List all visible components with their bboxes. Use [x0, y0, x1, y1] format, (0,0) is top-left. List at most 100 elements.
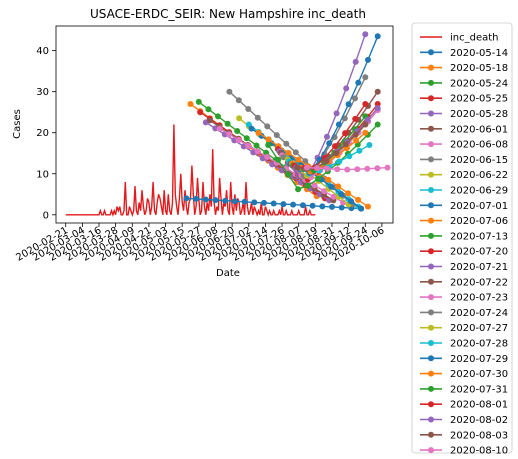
legend-label: 2020-05-24: [450, 78, 508, 89]
series-point: [234, 128, 241, 134]
plot-frame: [55, 25, 394, 224]
legend-entry-2020-07-23: 2020-07-23: [420, 293, 508, 304]
series-point: [325, 176, 332, 183]
series-point: [355, 79, 362, 86]
series-point: [355, 196, 362, 203]
y-tick-label: 20: [36, 128, 49, 139]
legend-marker: [428, 110, 434, 117]
legend-entry-2020-07-20: 2020-07-20: [420, 247, 508, 258]
legend-label: 2020-07-23: [450, 293, 508, 304]
legend-marker: [428, 324, 434, 331]
series-point: [235, 137, 242, 143]
series-point: [326, 140, 333, 147]
legend-entry-2020-07-21: 2020-07-21: [420, 262, 508, 273]
y-tick-label: 40: [36, 46, 49, 57]
legend-label: 2020-06-15: [450, 155, 508, 166]
y-tick-label: 0: [43, 210, 49, 221]
series-point: [183, 195, 190, 202]
series-point: [226, 131, 233, 138]
legend-label: inc_death: [450, 33, 499, 44]
legend-entry-2020-07-31: 2020-07-31: [420, 384, 508, 395]
series-point: [315, 175, 321, 182]
series-point: [245, 142, 252, 149]
series-point: [343, 85, 350, 92]
y-axis-title: Cases: [12, 109, 23, 139]
legend: inc_death 2020-05-14 2020-05-18 2020-05-24 2…: [411, 22, 513, 457]
series-point: [193, 195, 200, 202]
legend-entry-2020-05-14: 2020-05-14: [420, 48, 508, 59]
series-point: [265, 142, 272, 148]
series-point: [362, 31, 369, 38]
series-point: [285, 149, 292, 156]
legend-entry-2020-07-01: 2020-07-01: [420, 201, 508, 212]
series-point: [324, 165, 331, 172]
series-point: [338, 204, 345, 211]
series-point: [336, 158, 343, 165]
series-point: [264, 154, 271, 160]
legend-entry-2020-06-29: 2020-06-29: [420, 186, 508, 197]
series-point: [365, 203, 371, 210]
series-point: [206, 117, 213, 124]
series-point: [342, 130, 349, 137]
series-point: [241, 198, 248, 205]
legend-marker: [428, 370, 434, 377]
series-point: [332, 143, 338, 150]
series-point: [362, 101, 369, 107]
series-point: [314, 165, 321, 172]
series-point: [222, 197, 229, 204]
series-point: [231, 198, 238, 205]
series-point: [364, 116, 371, 123]
legend-label: 2020-07-29: [450, 354, 508, 365]
legend-label: 2020-07-21: [450, 262, 508, 273]
series-point: [254, 114, 261, 121]
series-point: [362, 129, 369, 136]
series-point: [205, 106, 212, 113]
series-point: [295, 186, 302, 193]
series-point: [273, 132, 280, 139]
legend-entry-2020-05-24: 2020-05-24: [420, 78, 508, 89]
series-point: [251, 199, 258, 206]
legend-entry-2020-07-13: 2020-07-13: [420, 231, 508, 242]
legend-marker: [428, 385, 434, 392]
legend-marker: [428, 401, 434, 408]
legend-marker: [428, 64, 434, 71]
legend-marker: [428, 431, 434, 438]
legend-label: 2020-08-03: [450, 430, 508, 441]
legend-entry-2020-08-01: 2020-08-01: [420, 400, 508, 411]
legend-label: 2020-08-01: [450, 400, 508, 411]
legend-marker: [428, 263, 434, 270]
series-point: [352, 115, 359, 122]
series-point: [275, 156, 282, 163]
legend-label: 2020-07-28: [450, 339, 508, 350]
y-tick-label: 30: [36, 87, 49, 98]
legend-marker: [428, 447, 434, 454]
series-point: [374, 105, 381, 112]
legend-entry-2020-07-22: 2020-07-22: [420, 277, 508, 288]
legend-label: 2020-08-02: [450, 415, 508, 426]
legend-box: [411, 22, 513, 454]
series-point: [333, 110, 340, 117]
series-point: [224, 120, 231, 127]
series-point: [216, 125, 223, 132]
legend-marker: [428, 217, 434, 224]
series-point: [235, 97, 242, 104]
legend-entry-2020-08-10: 2020-08-10: [420, 446, 508, 457]
series-point: [362, 74, 369, 81]
series-point: [319, 203, 326, 210]
legend-entry-2020-07-06: 2020-07-06: [420, 216, 508, 227]
x-axis-title: Date: [216, 268, 240, 279]
legend-marker: [428, 278, 434, 285]
legend-marker: [428, 95, 434, 102]
series-point: [374, 121, 381, 128]
legend-marker: [428, 171, 434, 178]
series-point: [245, 106, 252, 112]
series-line: [278, 33, 366, 177]
legend-marker: [428, 49, 434, 56]
legend-label: 2020-06-01: [450, 124, 508, 135]
series-point: [226, 88, 233, 95]
legend-marker: [428, 232, 434, 239]
legend-label: 2020-05-18: [450, 63, 508, 74]
legend-marker: [428, 202, 434, 209]
series-layer: [65, 31, 391, 218]
